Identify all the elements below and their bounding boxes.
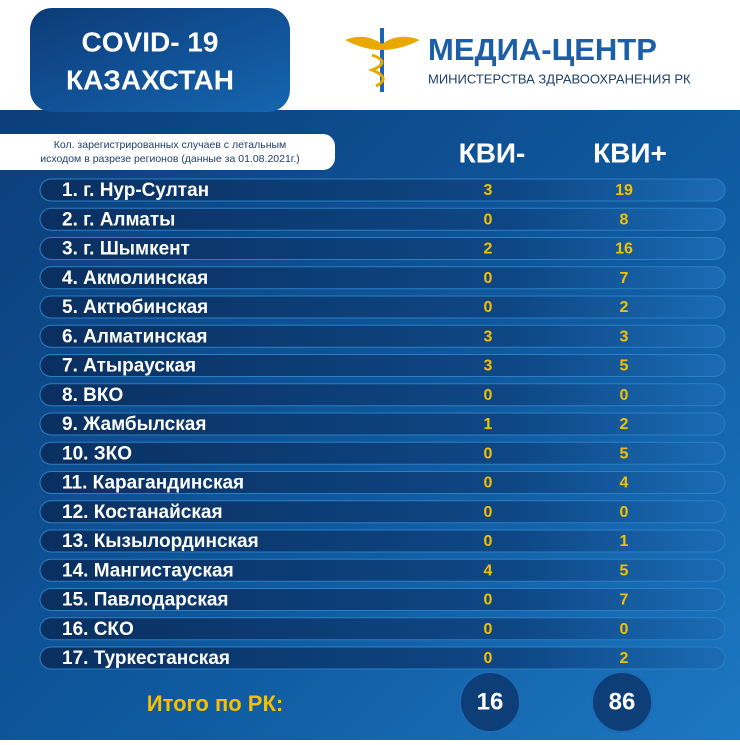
title: КАЗАХСТАН (66, 64, 234, 95)
cell-value: 3 (484, 328, 493, 345)
row-bar (39, 441, 726, 465)
region-name: 17. Туркестанская (62, 648, 230, 669)
cell-value: 3 (484, 182, 493, 199)
row-bar (39, 354, 726, 377)
region-name: 6. Алматинская (62, 326, 207, 347)
region-name: 15. Павлодарская (62, 590, 228, 611)
row-bar (39, 588, 726, 611)
cell-value: 2 (620, 416, 629, 433)
row-bar (39, 207, 726, 231)
cell-value: 0 (620, 387, 629, 404)
row-bar (39, 500, 726, 524)
row-bar (39, 383, 726, 407)
title: COVID- 19 (82, 26, 219, 57)
row-bar (39, 646, 726, 670)
total-circle (591, 671, 653, 733)
region-name: 9. Жамбылская (62, 414, 206, 435)
cell-value: 5 (620, 562, 629, 579)
cell-value: 0 (484, 211, 493, 228)
cell-value: 0 (620, 621, 629, 638)
cell-value: 16 (615, 241, 633, 258)
row-bar (39, 324, 726, 348)
logo-title: МЕДИА-ЦЕНТР (428, 32, 657, 67)
subtitle: исходом в разрезе регионов (данные за 01… (40, 153, 300, 165)
cell-value: 4 (484, 562, 493, 579)
row-bar (39, 412, 726, 436)
row-bar (39, 178, 726, 202)
cell-value: 0 (484, 387, 493, 404)
cell-value: 0 (620, 504, 629, 521)
cell-value: 0 (484, 270, 493, 287)
cell-value: 0 (484, 650, 493, 667)
cell-value: 1 (484, 416, 493, 433)
region-name: 16. СКО (62, 619, 134, 640)
region-name: 13. Кызылординская (62, 531, 259, 552)
total-circle (459, 671, 521, 733)
row-bar (39, 471, 726, 494)
table: 1. г. Нур-Султан 3 19 2. г. Алматы 0 8 3. г. Ш… (39, 178, 726, 670)
region-name: 4. Акмолинская (62, 268, 208, 289)
cell-value: 2 (620, 650, 629, 667)
cell-value: 1 (620, 533, 629, 550)
row-bar (39, 617, 726, 641)
total-value: 86 (609, 688, 636, 715)
cell-value: 2 (484, 241, 493, 258)
row-bar (39, 266, 726, 290)
cell-value: 0 (484, 592, 493, 609)
cell-value: 7 (620, 270, 629, 287)
cell-value: 0 (484, 445, 493, 462)
region-name: 3. г. Шымкент (62, 239, 190, 260)
subtitle-box (0, 134, 335, 170)
logo-icon (345, 28, 420, 92)
cell-value: 19 (615, 182, 633, 199)
cell-value: 0 (484, 533, 493, 550)
row-bar (39, 529, 726, 553)
subtitle: Кол. зарегистрированных случаев с леталь… (54, 139, 287, 151)
column-header: КВИ+ (593, 137, 667, 168)
cell-value: 0 (484, 621, 493, 638)
total-label: Итого по РК: (147, 691, 283, 716)
region-name: 2. г. Алматы (62, 209, 175, 230)
cell-value: 7 (620, 592, 629, 609)
row-bar (39, 295, 726, 319)
total-value: 16 (477, 688, 504, 715)
row-bar (39, 237, 726, 260)
cell-value: 0 (484, 475, 493, 492)
title-box (30, 8, 290, 112)
cell-value: 4 (620, 475, 629, 492)
region-name: 5. Актюбинская (62, 297, 208, 318)
region-name: 1. г. Нур-Султан (62, 180, 209, 201)
region-name: 7. Атырауская (62, 356, 196, 377)
region-name: 10. ЗКО (62, 443, 132, 464)
row-bar (39, 558, 726, 582)
region-name: 11. Карагандинская (62, 473, 244, 494)
logo-subtitle: МИНИСТЕРСТВА ЗДРАВООХРАНЕНИЯ РК (428, 71, 691, 86)
column-header: КВИ- (459, 137, 526, 168)
region-name: 14. Мангистауская (62, 560, 234, 581)
cell-value: 3 (620, 328, 629, 345)
cell-value: 0 (484, 504, 493, 521)
cell-value: 0 (484, 299, 493, 316)
cell-value: 3 (484, 358, 493, 375)
region-name: 8. ВКО (62, 385, 123, 406)
region-name: 12. Костанайская (62, 502, 223, 523)
cell-value: 8 (620, 211, 629, 228)
cell-value: 5 (620, 358, 629, 375)
cell-value: 5 (620, 445, 629, 462)
cell-value: 2 (620, 299, 629, 316)
